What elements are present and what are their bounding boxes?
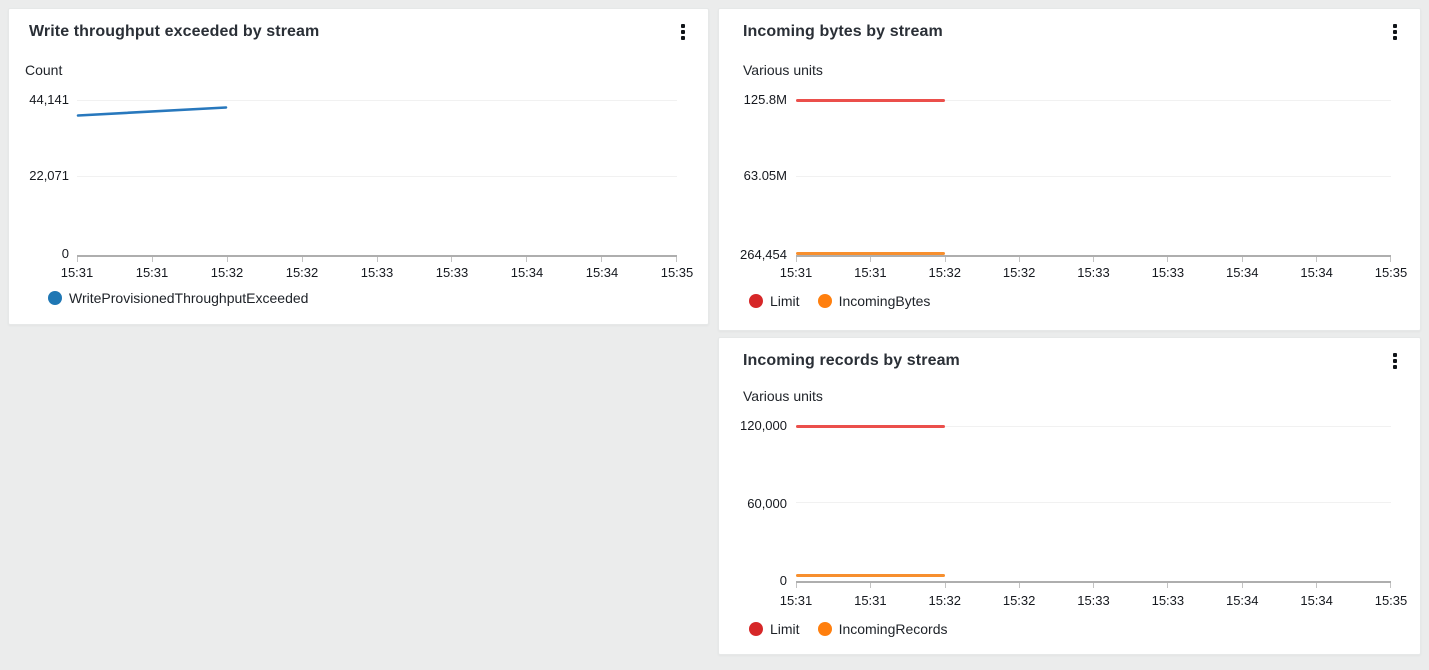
legend-item-write-provisioned-throughput-exceeded[interactable]: WriteProvisionedThroughputExceeded: [48, 290, 308, 306]
x-axis-ticks: [796, 257, 1391, 262]
widget-incoming-records: Incoming records by stream Various units…: [718, 337, 1421, 655]
legend-item-incoming-records[interactable]: IncomingRecords: [817, 621, 948, 637]
x-tick-label: 15:35: [660, 265, 694, 280]
legend-label: IncomingBytes: [838, 293, 931, 309]
x-tick-label: 15:31: [854, 593, 887, 608]
x-tick-label: 15:32: [928, 593, 962, 608]
series-line-write-provisioned-throughput-exceeded: [76, 106, 228, 117]
legend-color-dot: [817, 622, 832, 636]
series-line-incoming-records: [796, 574, 945, 577]
x-tick-label: 15:31: [854, 265, 887, 280]
legend: WriteProvisionedThroughputExceeded: [48, 289, 308, 307]
legend-label: IncomingRecords: [838, 621, 948, 637]
y-tick-label: 125.8M: [743, 92, 787, 107]
gridline: [796, 502, 1391, 503]
x-tick-labels: 15:31 15:31 15:32 15:32 15:33 15:33 15:3…: [774, 265, 1413, 281]
x-tick-label: 15:31: [135, 265, 169, 280]
legend-label: Limit: [770, 621, 800, 637]
y-tick-label: 63.05M: [743, 168, 787, 183]
x-tick-label: 15:32: [928, 265, 962, 280]
legend-item-incoming-bytes[interactable]: IncomingBytes: [817, 293, 931, 309]
x-axis-line: [77, 255, 677, 257]
x-tick-labels: 15:31 15:31 15:32 15:32 15:33 15:33 15:3…: [55, 265, 699, 281]
legend-color-dot: [749, 294, 763, 308]
y-tick-label: 22,071: [29, 168, 69, 183]
x-tick-label: 15:33: [360, 265, 394, 280]
x-tick-label: 15:33: [1151, 265, 1185, 280]
series-line-limit: [796, 99, 945, 102]
legend-label: WriteProvisionedThroughputExceeded: [69, 290, 309, 306]
gridline: [796, 426, 1391, 427]
y-tick-label: 264,454: [740, 247, 787, 262]
plot-area: [796, 99, 1391, 262]
x-tick-label: 15:31: [779, 593, 813, 608]
legend-item-limit[interactable]: Limit: [749, 621, 800, 637]
plot-area: [796, 425, 1391, 588]
legend-label: Limit: [770, 293, 800, 309]
x-tick-label: 15:33: [1077, 265, 1110, 280]
x-tick-label: 15:34: [510, 265, 544, 280]
x-tick-label: 15:35: [1374, 593, 1408, 608]
y-tick-label: 0: [779, 573, 787, 588]
widget-incoming-bytes: Incoming bytes by stream Various units 1…: [718, 8, 1421, 331]
kebab-menu-icon[interactable]: [1386, 22, 1404, 42]
y-axis-unit-label: Various units: [743, 388, 823, 404]
y-tick-label: 60,000: [747, 496, 787, 511]
x-tick-label: 15:33: [435, 265, 469, 280]
x-tick-label: 15:34: [1225, 265, 1259, 280]
y-axis-unit-label: Count: [25, 62, 63, 78]
y-tick-label: 120,000: [740, 418, 787, 433]
legend-item-limit[interactable]: Limit: [749, 293, 800, 309]
gridline: [796, 100, 1391, 101]
x-tick-label: 15:34: [585, 265, 619, 280]
x-tick-labels: 15:31 15:31 15:32 15:32 15:33 15:33 15:3…: [774, 593, 1413, 609]
series-line-limit: [796, 425, 945, 428]
gridline: [77, 100, 677, 101]
legend: Limit IncomingRecords: [749, 620, 948, 638]
x-tick-label: 15:31: [779, 265, 813, 280]
gridline: [796, 176, 1391, 177]
x-axis-line: [796, 255, 1391, 257]
widget-title: Write throughput exceeded by stream: [29, 23, 320, 40]
kebab-menu-icon[interactable]: [674, 22, 692, 42]
x-tick-label: 15:32: [1002, 593, 1036, 608]
x-axis-line: [796, 581, 1391, 583]
x-tick-label: 15:35: [1374, 265, 1408, 280]
kebab-menu-icon[interactable]: [1386, 351, 1404, 371]
x-tick-label: 15:33: [1077, 593, 1110, 608]
series-line-incoming-bytes: [796, 252, 945, 255]
gridline: [77, 176, 677, 177]
y-tick-label: 0: [61, 246, 69, 261]
legend-color-dot: [749, 622, 763, 636]
x-tick-label: 15:34: [1225, 593, 1259, 608]
legend: Limit IncomingBytes: [749, 292, 930, 310]
x-tick-label: 15:32: [1002, 265, 1036, 280]
x-tick-label: 15:33: [1151, 593, 1185, 608]
plot-area: [76, 100, 677, 262]
y-axis-unit-label: Various units: [743, 62, 823, 78]
x-tick-label: 15:32: [285, 265, 319, 280]
legend-color-dot: [817, 294, 832, 308]
widget-write-throughput-exceeded: Write throughput exceeded by stream Coun…: [8, 8, 709, 325]
x-tick-label: 15:34: [1300, 593, 1333, 608]
x-tick-label: 15:32: [210, 265, 244, 280]
x-tick-label: 15:31: [60, 265, 94, 280]
y-tick-label: 44,141: [29, 92, 69, 107]
x-tick-label: 15:34: [1300, 265, 1333, 280]
widget-title: Incoming bytes by stream: [743, 23, 943, 40]
x-axis-ticks: [77, 257, 677, 262]
widget-title: Incoming records by stream: [743, 352, 960, 369]
x-axis-ticks: [796, 583, 1391, 588]
legend-color-dot: [48, 291, 62, 305]
